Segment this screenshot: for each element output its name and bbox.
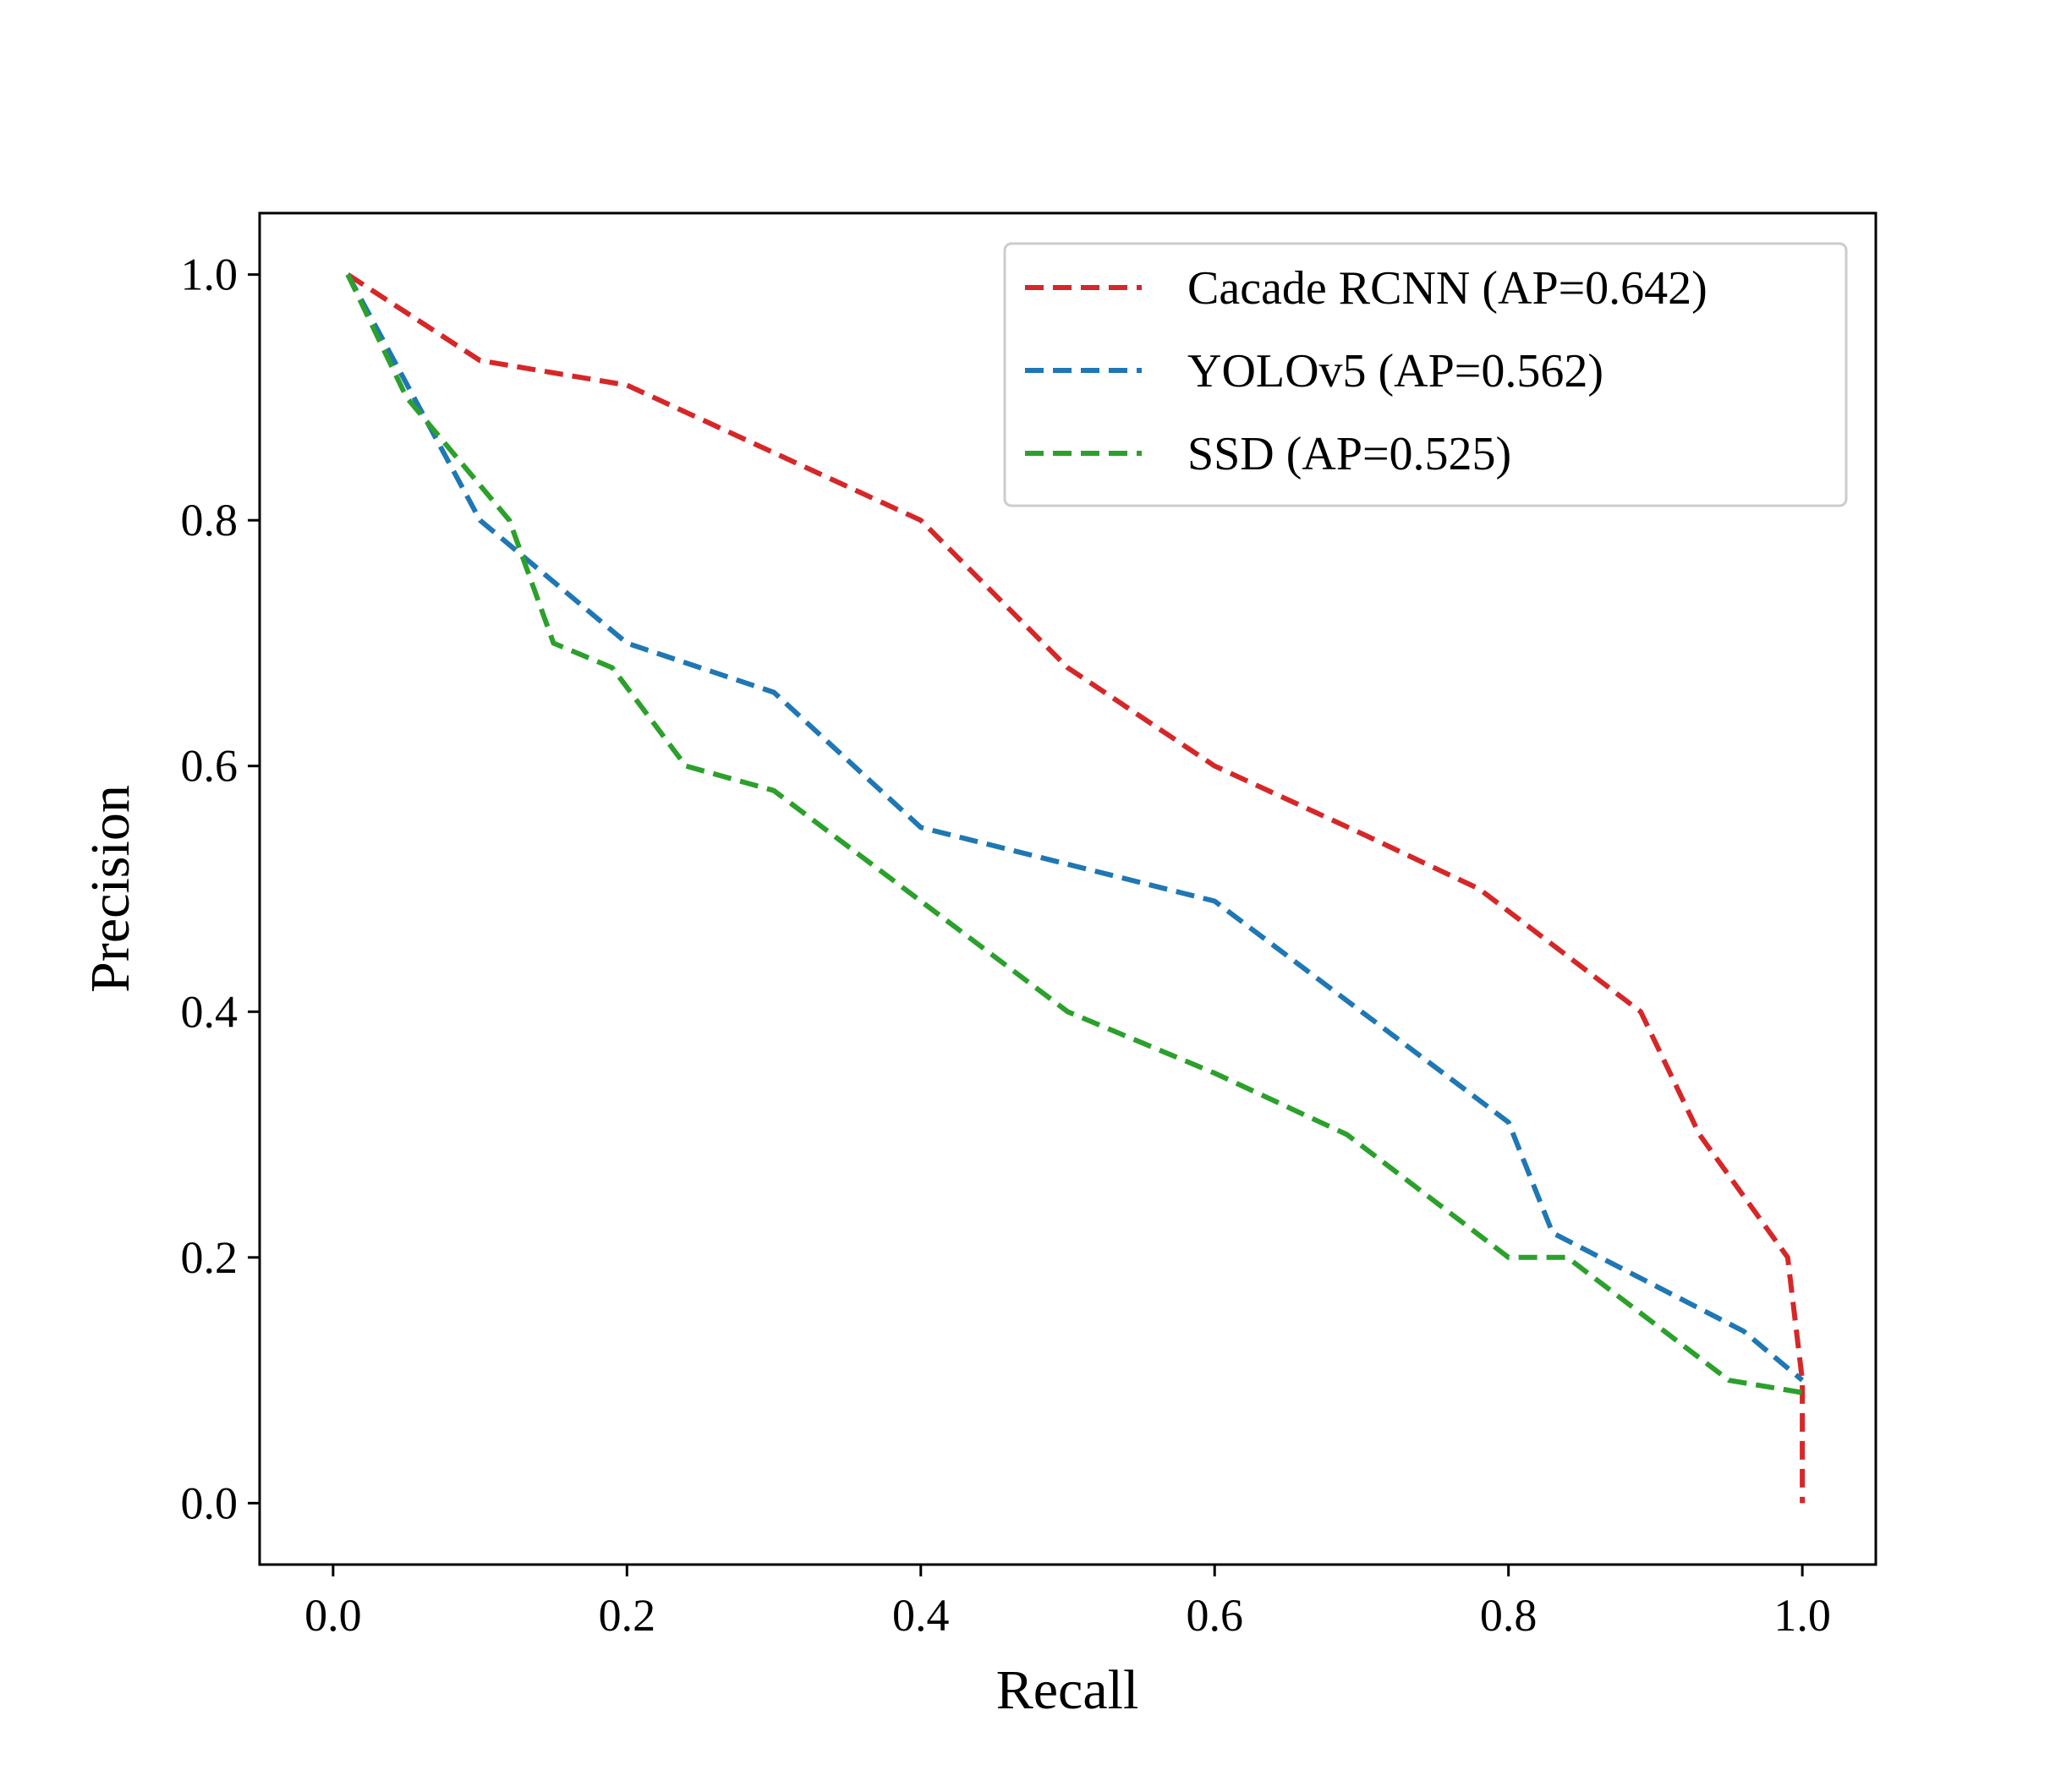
x-tick-label: 1.0 [1773,1590,1831,1641]
legend-label-1: YOLOv5 (AP=0.562) [1187,345,1603,397]
y-tick-label: 0.2 [181,1232,238,1283]
series-layer [345,272,1806,1504]
legend-box [1003,242,1848,507]
legend-label-2: SSD (AP=0.525) [1187,428,1511,480]
y-tick-label: 0.6 [181,741,238,792]
x-tick-label: 0.2 [599,1590,656,1641]
y-axis-label: Precision [79,785,141,993]
x-tick-label: 0.6 [1186,1590,1243,1641]
series-line-2 [345,273,1803,1395]
y-tick-label: 0.8 [181,495,238,545]
y-tick-label: 0.0 [181,1477,238,1528]
y-tick-label: 0.4 [181,986,238,1037]
y-tick-label: 1.0 [181,249,238,300]
legend-label-0: Cacade RCNN (AP=0.642) [1187,262,1707,315]
x-tick-label: 0.8 [1480,1590,1538,1641]
x-axis-label: Recall [996,1659,1139,1721]
series-line-0 [346,272,1806,1504]
x-tick-label: 0.0 [304,1590,362,1641]
series-line-1 [345,273,1805,1383]
plot-frame [258,211,1877,1566]
x-axis: 0.0 0.2 0.4 0.6 0.8 1.0 [304,1565,1831,1641]
legend: Cacade RCNN (AP=0.642) YOLOv5 (AP=0.562) S… [1003,242,1848,507]
y-axis: 0.0 0.2 0.4 0.6 0.8 1.0 [181,249,260,1528]
x-tick-label: 0.4 [892,1590,950,1641]
